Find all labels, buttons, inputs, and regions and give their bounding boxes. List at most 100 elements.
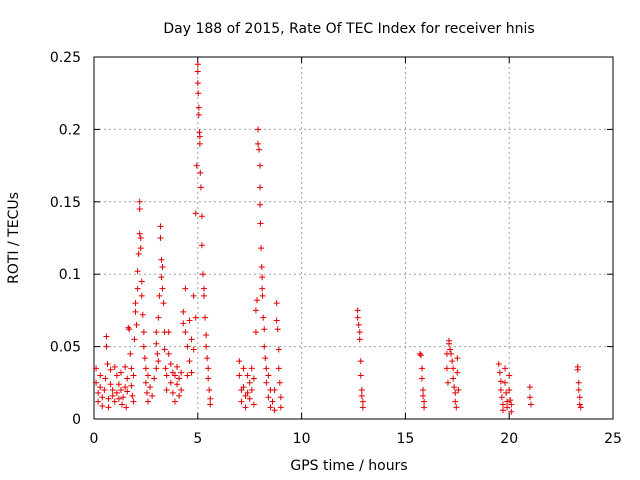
data-point	[103, 343, 110, 350]
data-point	[255, 140, 262, 147]
data-point	[508, 401, 515, 408]
data-point	[261, 326, 268, 333]
data-point	[269, 398, 276, 405]
data-point	[135, 250, 142, 257]
x-axis-label: GPS time / hours	[290, 458, 407, 474]
data-point	[259, 285, 266, 292]
data-point	[421, 398, 428, 405]
data-point	[527, 401, 534, 408]
data-point	[196, 140, 203, 147]
data-point	[452, 389, 459, 396]
data-point	[95, 389, 102, 396]
data-point	[163, 372, 170, 379]
data-point	[575, 379, 582, 386]
data-point	[207, 401, 214, 408]
data-point	[244, 372, 251, 379]
data-point	[447, 346, 454, 353]
data-point	[276, 379, 283, 386]
data-point	[358, 387, 365, 394]
data-point	[192, 210, 199, 217]
data-point	[159, 285, 166, 292]
data-point	[450, 375, 457, 382]
data-point	[259, 274, 266, 281]
data-point	[257, 201, 264, 208]
grid	[94, 57, 613, 419]
data-point	[246, 395, 253, 402]
data-point	[498, 394, 505, 401]
data-point	[97, 384, 104, 391]
data-point	[197, 184, 204, 191]
y-tick-label: 0.05	[50, 340, 81, 356]
data-point	[156, 292, 163, 299]
data-point	[256, 146, 263, 153]
data-point	[250, 401, 257, 408]
data-point	[257, 162, 264, 169]
data-point	[169, 389, 176, 396]
data-point	[188, 336, 195, 343]
data-point	[577, 404, 584, 411]
data-point	[258, 263, 265, 270]
data-point	[354, 314, 361, 321]
data-point	[153, 329, 160, 336]
data-point	[142, 379, 149, 386]
data-point	[137, 235, 144, 241]
data-point	[119, 401, 126, 408]
data-point	[257, 220, 264, 227]
data-point	[203, 332, 210, 339]
data-point	[359, 398, 366, 405]
data-point	[122, 384, 129, 391]
roti-points	[93, 61, 584, 415]
data-point	[182, 329, 189, 336]
data-point	[252, 329, 259, 336]
data-point	[133, 321, 140, 328]
data-point	[93, 365, 100, 372]
data-point	[163, 387, 170, 394]
data-point	[136, 206, 143, 213]
data-point	[199, 271, 206, 278]
data-point	[155, 314, 162, 321]
x-tick-label: 15	[396, 431, 414, 447]
data-point	[127, 350, 134, 357]
data-point	[136, 198, 143, 205]
data-point	[132, 308, 139, 315]
data-point	[128, 382, 135, 389]
data-point	[497, 378, 504, 385]
data-point	[174, 363, 181, 370]
data-point	[139, 311, 146, 318]
data-point	[129, 392, 136, 399]
data-point	[103, 333, 110, 340]
data-point	[253, 297, 260, 304]
data-point	[526, 384, 533, 391]
data-point	[448, 350, 455, 357]
data-point	[122, 363, 129, 370]
data-point	[198, 242, 205, 249]
data-point	[504, 404, 511, 411]
data-point	[526, 394, 533, 401]
data-point	[184, 372, 191, 379]
data-point	[499, 401, 506, 408]
data-point	[99, 394, 106, 401]
chart-title: Day 188 of 2015, Rate Of TEC Index for r…	[163, 21, 534, 37]
data-point	[355, 321, 362, 328]
data-point	[421, 404, 428, 411]
data-point	[197, 169, 204, 176]
data-point	[184, 343, 191, 350]
data-point	[157, 235, 164, 241]
data-point	[357, 372, 364, 379]
data-point	[271, 407, 278, 414]
data-point	[504, 398, 511, 405]
data-point	[143, 389, 150, 396]
data-point	[201, 292, 208, 299]
data-point	[195, 111, 202, 118]
data-point	[195, 90, 202, 97]
data-point	[167, 360, 174, 367]
data-point	[161, 346, 168, 353]
data-point	[205, 365, 212, 372]
data-point	[263, 379, 270, 386]
data-point	[238, 398, 245, 405]
data-point	[160, 300, 167, 307]
data-point	[356, 329, 363, 336]
data-point	[357, 358, 364, 365]
data-point	[207, 395, 214, 402]
